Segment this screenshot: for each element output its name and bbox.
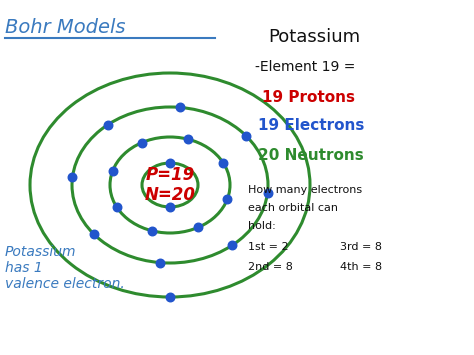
Text: 1st = 2: 1st = 2	[248, 242, 289, 252]
Text: How many electrons: How many electrons	[248, 185, 362, 195]
Text: Potassium
has 1
valence electron.: Potassium has 1 valence electron.	[5, 245, 125, 291]
Point	[109, 168, 117, 174]
Point	[176, 105, 183, 110]
Text: 20 Neutrons: 20 Neutrons	[258, 148, 364, 163]
Text: 19 Electrons: 19 Electrons	[258, 118, 365, 133]
Point	[219, 160, 227, 165]
Point	[91, 231, 98, 237]
Text: P=19: P=19	[146, 166, 195, 184]
Point	[166, 294, 174, 300]
Text: 4th = 8: 4th = 8	[340, 262, 382, 272]
Point	[184, 136, 191, 142]
Point	[242, 133, 250, 138]
Text: 19 Protons: 19 Protons	[262, 90, 355, 105]
Point	[224, 196, 231, 202]
Text: -Element 19 =: -Element 19 =	[255, 60, 356, 74]
Text: N=20: N=20	[145, 186, 195, 204]
Point	[194, 225, 202, 230]
Point	[138, 140, 146, 146]
Point	[166, 204, 174, 210]
Text: Bohr Models: Bohr Models	[5, 18, 126, 37]
Text: hold:: hold:	[248, 221, 276, 231]
Text: 3rd = 8: 3rd = 8	[340, 242, 382, 252]
Point	[166, 160, 174, 166]
Text: Potassium: Potassium	[268, 28, 360, 46]
Point	[264, 190, 271, 196]
Text: each orbital can: each orbital can	[248, 203, 338, 213]
Point	[156, 260, 164, 266]
Point	[113, 204, 121, 210]
Point	[69, 174, 76, 180]
Point	[228, 242, 236, 248]
Point	[104, 122, 112, 127]
Point	[148, 228, 156, 234]
Text: 2nd = 8: 2nd = 8	[248, 262, 293, 272]
